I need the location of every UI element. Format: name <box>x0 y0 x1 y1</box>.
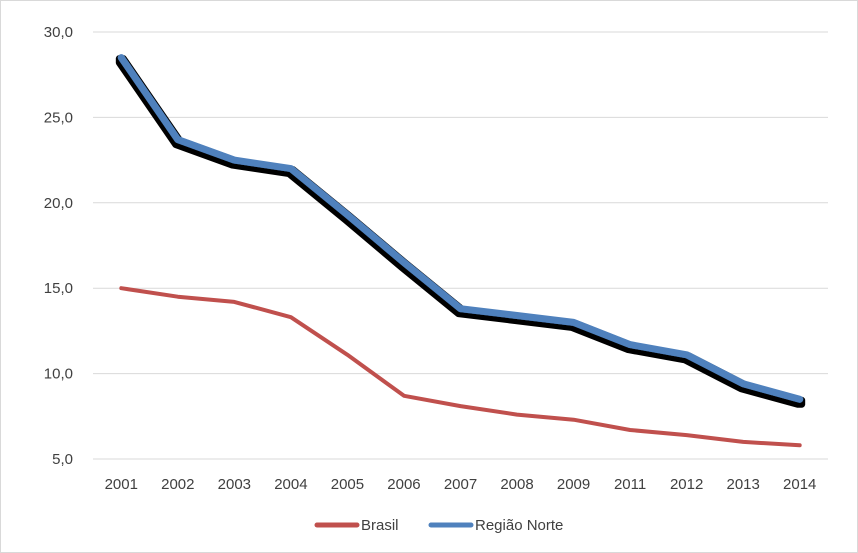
x-tick-label: 2011 <box>614 476 646 493</box>
series-line-regiao-norte <box>117 54 804 403</box>
y-tick-label: 10,0 <box>44 366 73 383</box>
x-axis-tick-labels: 2001 2002 2003 2004 2005 2006 2007 2008 2009 2011… <box>105 476 817 493</box>
x-tick-label: 2012 <box>670 476 703 493</box>
series-line-brasil <box>119 286 802 448</box>
x-tick-label: 2008 <box>500 476 533 493</box>
x-tick-label: 2002 <box>161 476 194 493</box>
x-tick-label: 2004 <box>274 476 307 493</box>
series-lines <box>117 54 804 448</box>
y-tick-label: 30,0 <box>44 24 73 41</box>
legend: Brasil Região Norte <box>314 517 563 534</box>
x-tick-label: 2014 <box>783 476 816 493</box>
y-tick-label: 5,0 <box>52 451 73 468</box>
x-tick-label: 2005 <box>331 476 364 493</box>
y-tick-label: 20,0 <box>44 195 73 212</box>
legend-label: Região Norte <box>475 517 563 534</box>
x-tick-label: 2003 <box>218 476 251 493</box>
x-tick-label: 2007 <box>444 476 477 493</box>
x-tick-label: 2006 <box>387 476 420 493</box>
gridlines <box>93 31 828 460</box>
y-tick-label: 15,0 <box>44 280 73 297</box>
x-tick-label: 2009 <box>557 476 590 493</box>
x-tick-label: 2013 <box>727 476 760 493</box>
x-tick-label: 2001 <box>105 476 138 493</box>
legend-label: Brasil <box>361 517 399 534</box>
y-tick-label: 25,0 <box>44 109 73 126</box>
y-axis-tick-labels: 5,0 10,0 15,0 20,0 25,0 30,0 <box>44 24 73 468</box>
